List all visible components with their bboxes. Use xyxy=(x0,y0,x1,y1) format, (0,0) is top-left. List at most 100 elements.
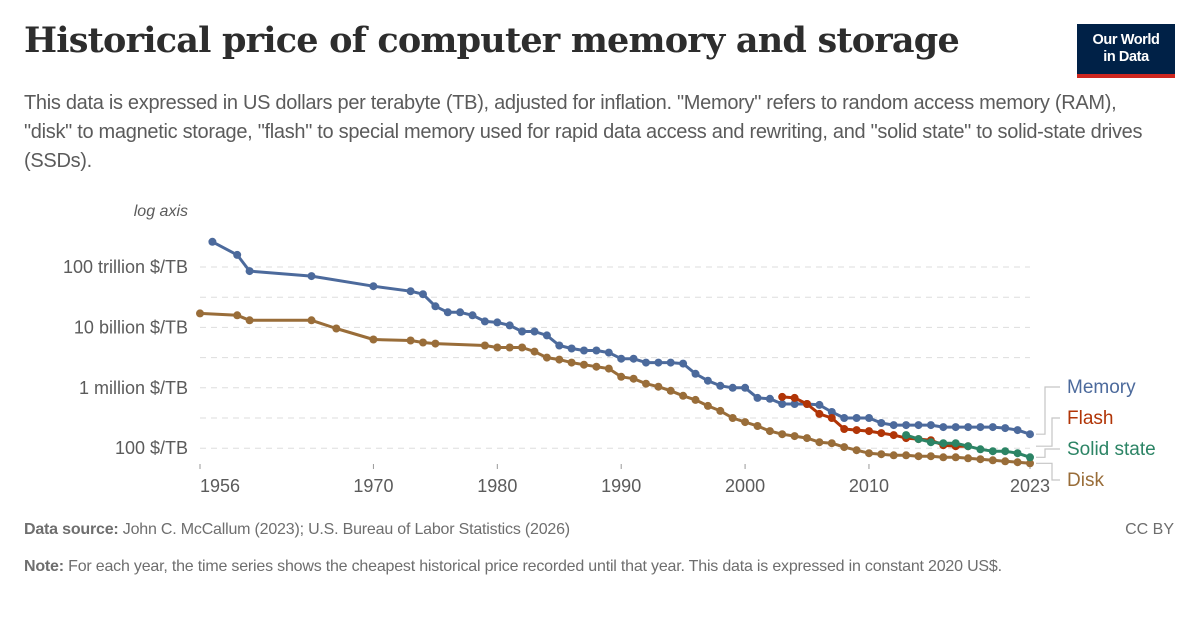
data-point[interactable] xyxy=(617,354,626,363)
data-point[interactable] xyxy=(988,423,997,432)
data-point[interactable] xyxy=(196,309,204,318)
data-point[interactable] xyxy=(1001,447,1010,456)
data-point[interactable] xyxy=(629,374,638,383)
data-point[interactable] xyxy=(1026,453,1034,462)
data-point[interactable] xyxy=(815,438,824,447)
data-point[interactable] xyxy=(1001,457,1010,466)
data-point[interactable] xyxy=(691,395,700,404)
data-point[interactable] xyxy=(691,369,700,378)
data-point[interactable] xyxy=(902,421,911,430)
data-point[interactable] xyxy=(654,382,663,391)
data-point[interactable] xyxy=(431,302,440,311)
legend-label-flash[interactable]: Flash xyxy=(1067,408,1113,429)
data-point[interactable] xyxy=(679,391,688,400)
legend-label-solid-state[interactable]: Solid state xyxy=(1067,439,1156,460)
data-point[interactable] xyxy=(840,443,849,452)
data-point[interactable] xyxy=(666,358,675,367)
data-point[interactable] xyxy=(307,316,316,325)
data-point[interactable] xyxy=(530,327,539,336)
data-point[interactable] xyxy=(580,360,588,369)
data-point[interactable] xyxy=(555,355,564,364)
data-point[interactable] xyxy=(505,343,514,352)
data-point[interactable] xyxy=(245,267,254,276)
series-line[interactable] xyxy=(211,240,1031,436)
data-point[interactable] xyxy=(703,376,712,385)
data-point[interactable] xyxy=(369,335,378,344)
data-point[interactable] xyxy=(555,341,564,350)
data-point[interactable] xyxy=(852,446,861,455)
data-point[interactable] xyxy=(505,321,514,330)
data-point[interactable] xyxy=(827,414,836,422)
data-point[interactable] xyxy=(852,414,861,422)
data-point[interactable] xyxy=(889,451,898,460)
data-point[interactable] xyxy=(840,414,849,422)
data-point[interactable] xyxy=(926,452,935,461)
data-point[interactable] xyxy=(493,318,502,327)
data-point[interactable] xyxy=(914,452,923,461)
data-point[interactable] xyxy=(815,400,824,409)
data-point[interactable] xyxy=(902,451,911,460)
data-point[interactable] xyxy=(865,414,873,422)
data-point[interactable] xyxy=(629,354,638,363)
data-point[interactable] xyxy=(530,347,539,356)
data-point[interactable] xyxy=(753,422,762,430)
data-point[interactable] xyxy=(803,400,811,408)
data-point[interactable] xyxy=(456,308,465,317)
data-point[interactable] xyxy=(815,409,824,418)
data-point[interactable] xyxy=(518,327,527,336)
data-point[interactable] xyxy=(951,423,960,432)
data-point[interactable] xyxy=(468,311,477,320)
data-point[interactable] xyxy=(778,430,787,439)
data-point[interactable] xyxy=(208,237,217,246)
data-point[interactable] xyxy=(307,272,316,281)
data-point[interactable] xyxy=(865,427,873,436)
data-point[interactable] xyxy=(964,442,973,451)
legend-label-memory[interactable]: Memory xyxy=(1067,377,1136,398)
data-point[interactable] xyxy=(567,358,576,367)
data-point[interactable] xyxy=(592,346,601,355)
data-point[interactable] xyxy=(902,431,911,440)
data-point[interactable] xyxy=(233,311,242,320)
data-point[interactable] xyxy=(765,427,774,436)
data-point[interactable] xyxy=(988,447,997,456)
data-point[interactable] xyxy=(406,336,415,345)
data-point[interactable] xyxy=(1013,426,1022,435)
data-point[interactable] xyxy=(419,338,427,347)
data-point[interactable] xyxy=(741,383,750,392)
data-point[interactable] xyxy=(728,414,737,422)
data-point[interactable] xyxy=(493,343,502,352)
data-point[interactable] xyxy=(790,393,799,402)
data-point[interactable] xyxy=(332,324,341,333)
data-point[interactable] xyxy=(703,401,712,410)
data-point[interactable] xyxy=(976,455,985,464)
data-point[interactable] xyxy=(233,250,242,259)
data-point[interactable] xyxy=(889,421,898,430)
data-point[interactable] xyxy=(765,394,774,403)
data-point[interactable] xyxy=(877,429,886,438)
data-point[interactable] xyxy=(926,421,935,430)
data-point[interactable] xyxy=(939,423,948,432)
series-disk[interactable] xyxy=(196,309,1034,468)
data-point[interactable] xyxy=(753,393,762,402)
data-point[interactable] xyxy=(914,435,923,444)
data-point[interactable] xyxy=(679,359,688,368)
data-point[interactable] xyxy=(617,372,626,381)
data-point[interactable] xyxy=(951,453,960,462)
data-point[interactable] xyxy=(840,425,849,433)
series-solid-state[interactable] xyxy=(902,431,1034,462)
data-point[interactable] xyxy=(406,287,415,296)
data-point[interactable] xyxy=(567,344,576,353)
data-point[interactable] xyxy=(604,348,613,357)
data-point[interactable] xyxy=(827,408,836,416)
data-point[interactable] xyxy=(976,445,985,454)
data-point[interactable] xyxy=(964,423,973,432)
data-point[interactable] xyxy=(790,400,799,408)
series-memory[interactable] xyxy=(208,237,1034,439)
data-point[interactable] xyxy=(654,358,663,367)
data-point[interactable] xyxy=(245,316,254,325)
data-point[interactable] xyxy=(1013,458,1022,467)
data-point[interactable] xyxy=(988,456,997,465)
data-point[interactable] xyxy=(852,426,861,435)
data-point[interactable] xyxy=(877,450,886,459)
data-point[interactable] xyxy=(728,383,737,392)
